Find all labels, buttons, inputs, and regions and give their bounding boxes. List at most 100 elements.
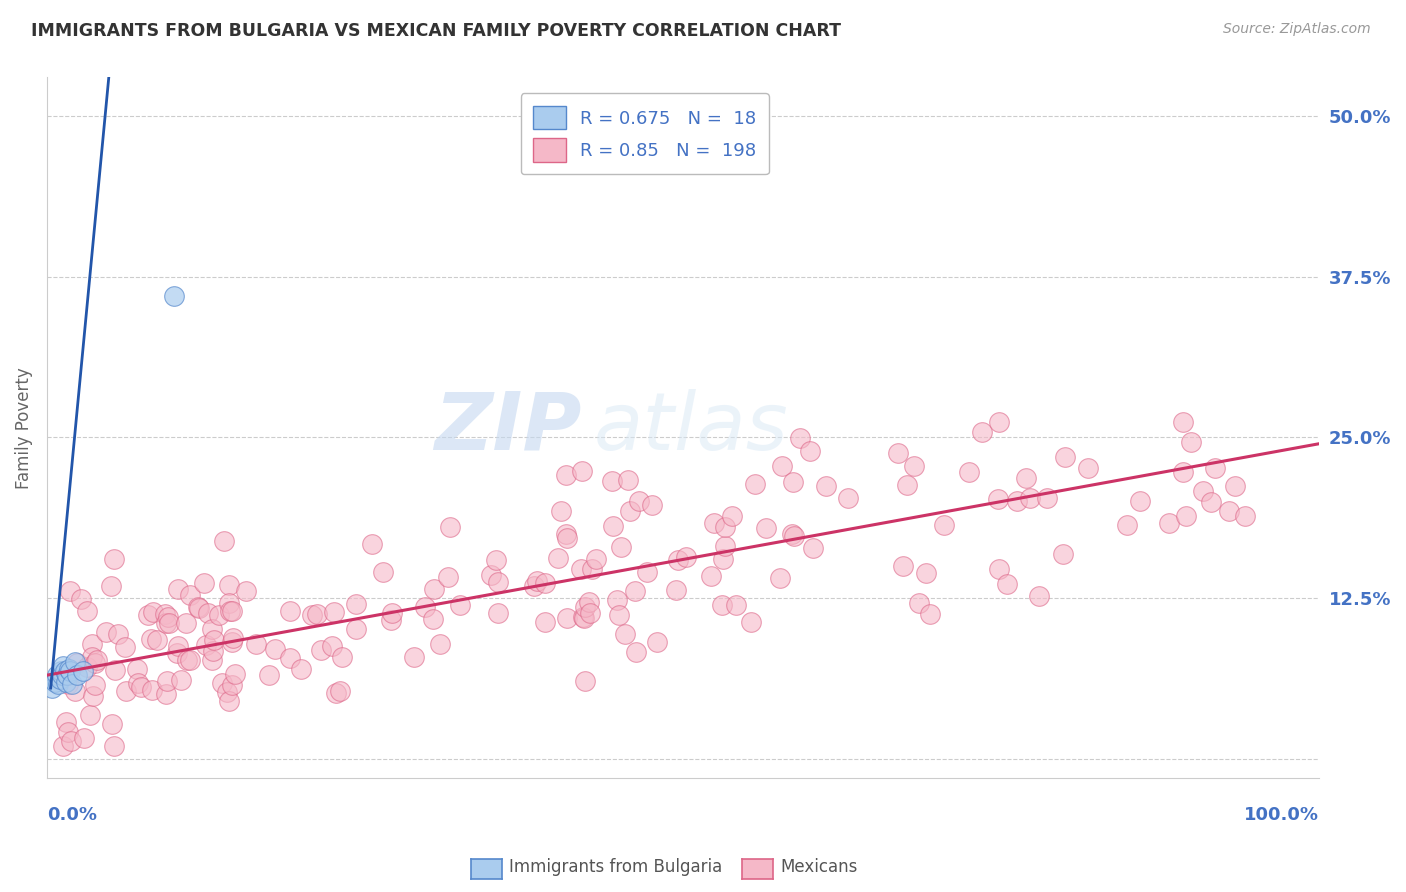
- Point: [65, 684, 87, 698]
- Point: [1234, 508, 1257, 523]
- Point: [83, 656, 105, 670]
- Point: [141, 682, 163, 697]
- Text: 100.0%: 100.0%: [1244, 806, 1319, 824]
- Point: [104, 663, 127, 677]
- Point: [56, 677, 79, 691]
- Point: [156, 609, 179, 624]
- Point: [1077, 460, 1099, 475]
- Point: [66, 668, 89, 682]
- Point: [245, 637, 267, 651]
- Point: [585, 551, 607, 566]
- Point: [46, 677, 69, 691]
- Text: 0.0%: 0.0%: [46, 806, 97, 824]
- Point: [1036, 491, 1059, 505]
- Point: [114, 640, 136, 655]
- Point: [59, 665, 82, 679]
- Point: [63, 656, 86, 670]
- Point: [437, 570, 460, 584]
- Point: [179, 589, 201, 603]
- Point: [52, 659, 75, 673]
- Point: [1052, 547, 1074, 561]
- Point: [360, 537, 382, 551]
- Point: [41, 681, 63, 695]
- Point: [221, 635, 243, 649]
- Point: [305, 607, 328, 621]
- Point: [534, 576, 557, 591]
- Point: [344, 623, 367, 637]
- Point: [94, 625, 117, 640]
- Point: [720, 508, 742, 523]
- Point: [82, 689, 104, 703]
- Point: [103, 551, 125, 566]
- Point: [224, 667, 246, 681]
- Point: [325, 686, 347, 700]
- Point: [166, 582, 188, 596]
- Point: [176, 652, 198, 666]
- Point: [675, 549, 697, 564]
- Point: [579, 607, 602, 621]
- Point: [523, 579, 546, 593]
- Point: [257, 668, 280, 682]
- Point: [1018, 491, 1040, 505]
- Point: [666, 553, 689, 567]
- Point: [141, 632, 163, 646]
- Point: [550, 504, 572, 518]
- Point: [555, 468, 578, 483]
- Point: [107, 626, 129, 640]
- Point: [610, 540, 633, 554]
- Point: [915, 566, 938, 580]
- Point: [700, 569, 723, 583]
- Point: [346, 597, 368, 611]
- Point: [1028, 589, 1050, 603]
- Point: [1054, 450, 1077, 465]
- Point: [52, 739, 75, 753]
- Point: [218, 578, 240, 592]
- Point: [44, 674, 66, 689]
- Point: [193, 575, 215, 590]
- Point: [290, 662, 312, 676]
- Point: [1007, 494, 1029, 508]
- Point: [606, 592, 628, 607]
- Point: [136, 608, 159, 623]
- Point: [783, 529, 806, 543]
- Point: [1129, 494, 1152, 508]
- Point: [413, 600, 436, 615]
- Point: [332, 649, 354, 664]
- Point: [155, 615, 177, 630]
- Point: [602, 518, 624, 533]
- Point: [1015, 471, 1038, 485]
- Point: [932, 518, 955, 533]
- Point: [782, 475, 804, 489]
- Point: [208, 607, 231, 622]
- Point: [221, 678, 243, 692]
- Point: [770, 458, 793, 473]
- Point: [987, 562, 1010, 576]
- Point: [837, 491, 859, 505]
- Point: [665, 582, 688, 597]
- Point: [280, 651, 302, 665]
- Point: [526, 574, 548, 589]
- Point: [815, 479, 838, 493]
- Point: [328, 683, 350, 698]
- Point: [920, 607, 942, 621]
- Point: [103, 739, 125, 753]
- Point: [1199, 495, 1222, 509]
- Point: [82, 650, 104, 665]
- Point: [55, 714, 77, 729]
- Point: [76, 660, 98, 674]
- Point: [321, 640, 343, 654]
- Point: [72, 665, 94, 679]
- Point: [449, 599, 471, 613]
- Point: [903, 458, 925, 473]
- Text: Mexicans: Mexicans: [780, 858, 858, 876]
- Point: [574, 599, 596, 614]
- Point: [780, 527, 803, 541]
- Point: [628, 494, 651, 508]
- Point: [957, 466, 980, 480]
- Point: [218, 596, 240, 610]
- Point: [1174, 509, 1197, 524]
- Point: [1116, 517, 1139, 532]
- Point: [100, 579, 122, 593]
- Point: [995, 576, 1018, 591]
- Point: [485, 552, 508, 566]
